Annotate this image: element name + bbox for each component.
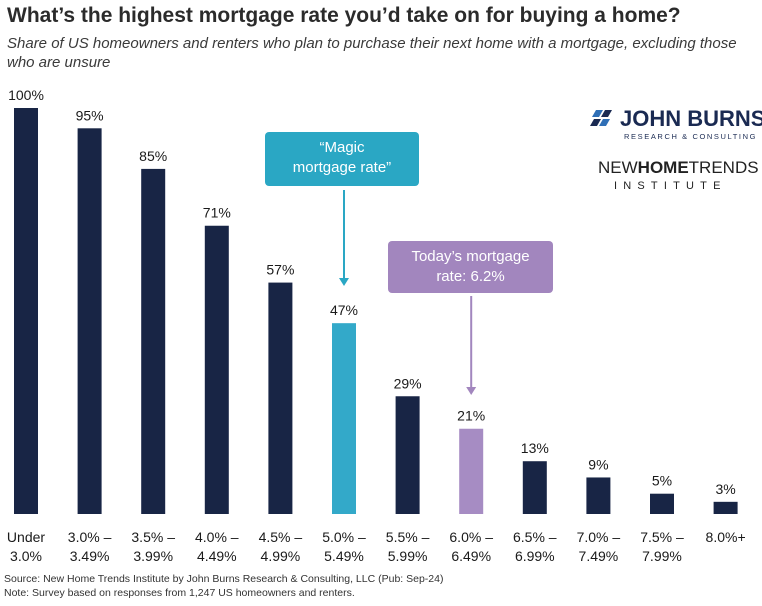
category-label-11-0: 8.0%+ [706, 529, 746, 545]
bar-7 [459, 428, 484, 514]
bar-9 [586, 477, 611, 514]
john-burns-name: JOHN BURNS [620, 106, 762, 131]
category-label-1-0: 3.0% – [68, 529, 112, 545]
bar-8 [522, 461, 547, 514]
john-burns-tagline: RESEARCH & CONSULTING [624, 132, 758, 141]
arrow-todays-rate-head [466, 387, 477, 395]
john-burns-logo: JOHN BURNS RESEARCH & CONSULTING [590, 106, 762, 146]
john-burns-mark-icon [590, 110, 612, 126]
callout-today-line-1: Today’s mortgage [411, 248, 530, 265]
footnotes: Source: New Home Trends Institute by Joh… [4, 572, 443, 600]
callout-today-line-2: rate: 6.2% [436, 268, 505, 285]
bar-4 [268, 282, 293, 514]
value-label-9: 9% [588, 456, 608, 472]
callout-todays-rate: Today’s mortgage rate: 6.2% [388, 241, 553, 293]
callout-magic-line-2: mortgage rate” [292, 159, 392, 176]
bar-6 [395, 396, 420, 514]
category-label-7-1: 6.49% [451, 548, 491, 564]
category-label-0-1: 3.0% [10, 548, 42, 564]
category-label-10-1: 7.99% [642, 548, 682, 564]
value-label-11: 3% [715, 481, 735, 497]
callout-arrows [339, 190, 477, 395]
category-label-9-0: 7.0% – [577, 529, 621, 545]
value-label-8: 13% [521, 440, 549, 456]
bar-2 [141, 168, 166, 514]
value-label-2: 85% [139, 148, 167, 164]
bar-10 [650, 493, 674, 514]
survey-note: Note: Survey based on responses from 1,2… [4, 587, 355, 599]
nht-name: NEWHOMETRENDS [598, 158, 759, 177]
nht-institute-label: INSTITUTE [614, 180, 727, 192]
new-home-trends-logo: NEWHOMETRENDS INSTITUTE [598, 158, 762, 198]
category-label-9-1: 7.49% [579, 548, 619, 564]
source-note: Source: New Home Trends Institute by Joh… [4, 573, 444, 585]
category-label-0-0: Under [7, 529, 45, 545]
category-label-1-1: 3.49% [70, 548, 110, 564]
category-label-5-1: 5.49% [324, 548, 364, 564]
category-label-2-0: 3.5% – [131, 529, 175, 545]
category-label-3-0: 4.0% – [195, 529, 239, 545]
value-label-10: 5% [652, 473, 672, 489]
bar-chart: 100% Under 3.0% 95% 3.0% – 3.49% 85% 3.5% – 3.99… [7, 87, 746, 564]
category-label-10-0: 7.5% – [640, 529, 684, 545]
bar-3 [204, 225, 229, 515]
category-label-5-0: 5.0% – [322, 529, 366, 545]
bar-5 [332, 323, 356, 514]
value-label-7: 21% [457, 408, 485, 424]
bars: 100% Under 3.0% 95% 3.0% – 3.49% 85% 3.5% – 3.99… [7, 87, 746, 564]
chart-subtitle: Share of US homeowners and renters who p… [7, 35, 737, 71]
value-label-0: 100% [8, 87, 44, 103]
arrow-magic-rate-head [339, 278, 349, 286]
chart-title: What’s the highest mortgage rate you’d t… [7, 4, 681, 27]
callout-magic-rate: “Magic mortgage rate” [265, 132, 419, 186]
value-label-1: 95% [76, 107, 104, 123]
bar-1 [77, 128, 102, 515]
value-label-3: 71% [203, 205, 231, 221]
bar-11 [713, 501, 738, 514]
value-label-4: 57% [266, 262, 294, 278]
value-label-6: 29% [394, 375, 422, 391]
category-label-4-1: 4.99% [261, 548, 301, 564]
callout-magic-line-1: “Magic [319, 139, 365, 156]
category-label-6-0: 5.5% – [386, 529, 430, 545]
value-label-5: 47% [330, 302, 358, 318]
category-label-3-1: 4.49% [197, 548, 237, 564]
category-label-6-1: 5.99% [388, 548, 428, 564]
category-label-4-0: 4.5% – [259, 529, 303, 545]
category-label-8-1: 6.99% [515, 548, 555, 564]
category-label-7-0: 6.0% – [449, 529, 493, 545]
category-label-8-0: 6.5% – [513, 529, 557, 545]
bar-0 [14, 108, 38, 514]
category-label-2-1: 3.99% [133, 548, 173, 564]
